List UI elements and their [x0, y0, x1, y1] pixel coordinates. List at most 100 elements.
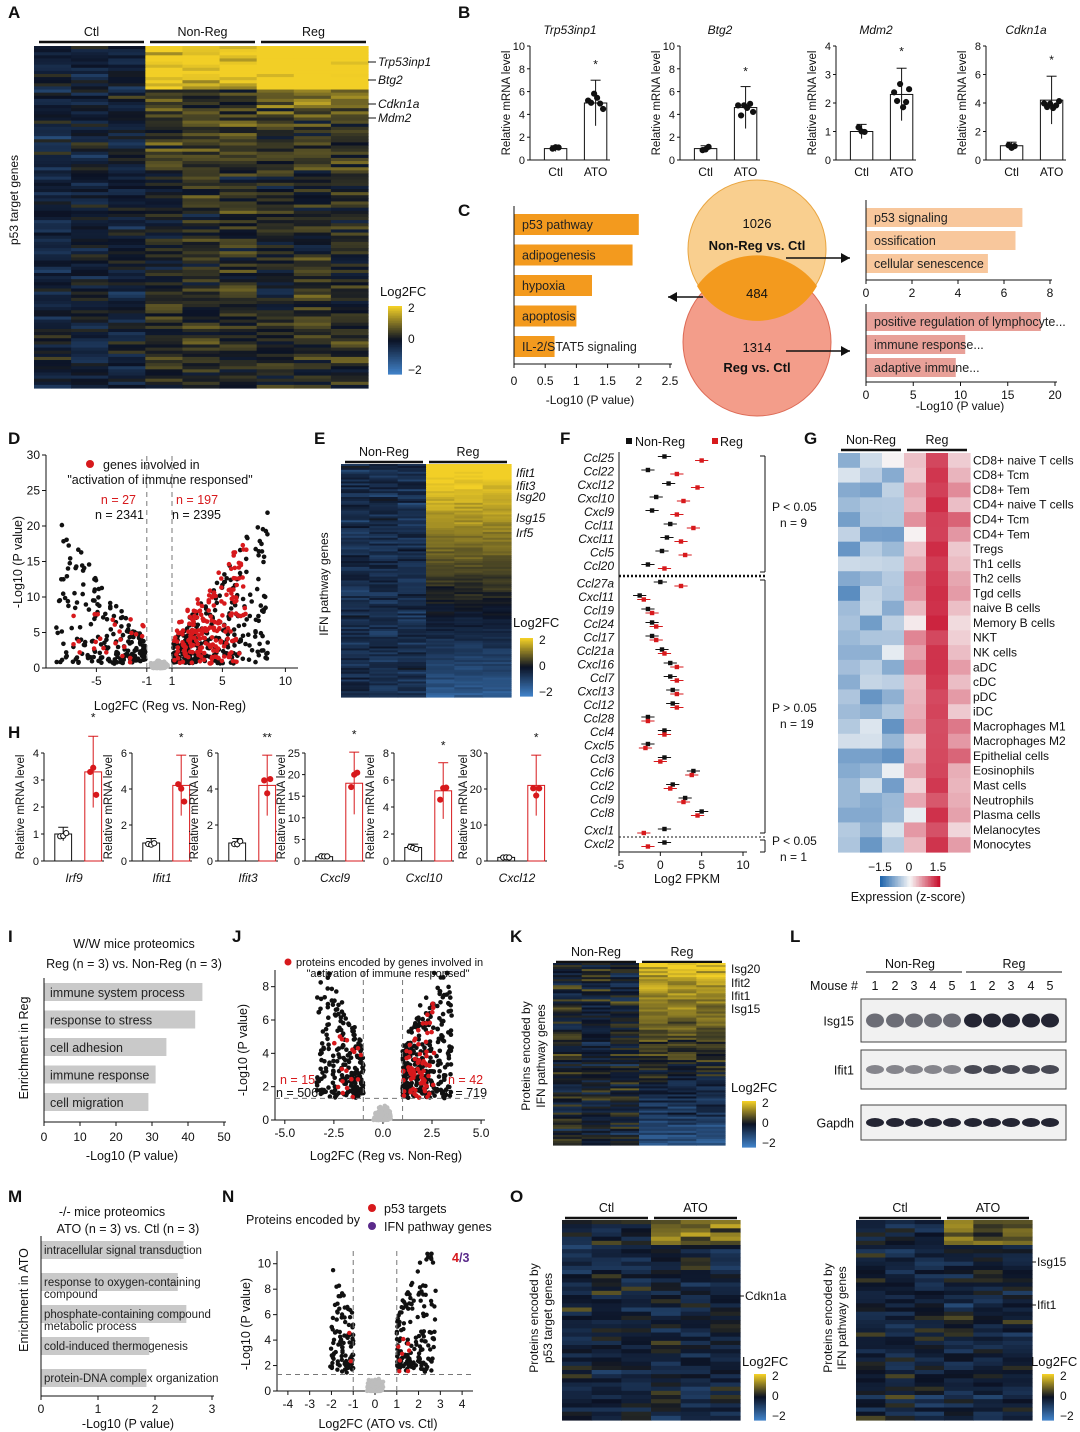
h-row-label: Th1 cells: [973, 557, 1021, 571]
heatmap-cell: [219, 189, 258, 193]
heatmap-cell: [838, 541, 861, 558]
panel-letter-c: C: [458, 201, 470, 220]
heatmap-cell: [369, 634, 399, 638]
f-reg-point: [649, 610, 655, 616]
heatmap-cell: [330, 319, 369, 324]
d-point: [180, 632, 185, 637]
d-point: [171, 638, 177, 643]
g-1-point: [151, 840, 158, 847]
heatmap-cell: [482, 487, 512, 490]
heatmap-cell: [293, 220, 332, 224]
heatmap-cell: [397, 609, 427, 613]
heatmap-cell: [482, 619, 512, 622]
heatmap-cell: [482, 481, 512, 485]
heatmap-cell: [482, 539, 512, 543]
j-point: [371, 1117, 376, 1123]
heatmap-cell: [397, 493, 427, 496]
heatmap-cell: [426, 629, 455, 632]
d-point: [211, 603, 217, 608]
h-row-label: Tregs: [973, 542, 1003, 556]
d-point: [228, 629, 233, 634]
j-point: [339, 1009, 345, 1014]
heatmap-cell: [426, 467, 455, 471]
heatmap-cell: [293, 64, 332, 69]
heatmap-cell: [34, 117, 72, 122]
heatmap-cell: [71, 266, 109, 271]
heatmap-cell: [369, 530, 399, 533]
heatmap-cell: [369, 570, 399, 574]
heatmap-cell: [71, 238, 109, 243]
heatmap-cell: [426, 572, 455, 576]
heatmap-cell: [256, 229, 295, 234]
heatmap-cell: [34, 310, 72, 314]
heatmap-cell: [34, 375, 72, 380]
g-2-point: [267, 775, 274, 783]
heatmap-cell: [341, 576, 370, 580]
heatmap-cell: [182, 173, 221, 178]
heatmap-cell: [330, 157, 369, 162]
heatmap-cell: [256, 145, 295, 150]
heatmap-cell: [369, 471, 399, 475]
heatmap-cell: [397, 594, 427, 597]
heatmap-cell: [341, 506, 370, 510]
heatmap-cell: [256, 307, 295, 311]
heatmap-cell: [369, 522, 399, 525]
heatmap-cell: [182, 213, 221, 218]
j-point: [448, 1008, 454, 1014]
heatmap-cell: [341, 464, 370, 467]
heatmap-cell: [145, 192, 184, 196]
g-4-point: [443, 784, 450, 791]
heatmap-cell: [330, 353, 369, 358]
b-2-ytick-label: 0: [825, 155, 831, 167]
heatmap-cell: [34, 276, 72, 280]
heatmap-cell: [256, 129, 295, 134]
heatmap-cell: [948, 778, 971, 794]
heatmap-cell: [293, 164, 332, 168]
heatmap-cell: [182, 384, 221, 389]
heatmap-cell: [482, 590, 512, 593]
heatmap-cell: [145, 185, 184, 190]
heatmap-cell: [256, 248, 295, 252]
heatmap-cell: [145, 111, 184, 115]
heatmap-cell: [369, 627, 399, 630]
f-gene-label: Cxcl2: [584, 837, 614, 851]
heatmap-cell: [369, 691, 399, 694]
heatmap-cell: [369, 658, 399, 661]
heatmap-cell: [482, 601, 512, 605]
heatmap-cell: [108, 157, 146, 162]
heatmap-cell: [330, 294, 369, 299]
heatmap-cell: [397, 516, 427, 519]
heatmap-cell: [948, 704, 971, 720]
heatmap-cell: [219, 304, 258, 308]
f-nonreg-point: [666, 481, 671, 486]
heatmap-cell: [330, 297, 369, 302]
heatmap-cell: [369, 588, 399, 591]
heatmap-cell: [330, 192, 369, 196]
c-bottom-right-xtick-label: 0: [863, 388, 870, 402]
heatmap-cell: [397, 638, 427, 642]
heatmap-cell: [882, 600, 905, 617]
heatmap-cell: [341, 539, 370, 543]
heatmap-cell: [426, 691, 455, 694]
heatmap-cell: [426, 578, 455, 582]
heatmap-cell: [482, 629, 512, 632]
heatmap-cell: [145, 217, 184, 221]
j-point: [430, 1001, 436, 1006]
heatmap-cell: [219, 207, 258, 212]
heatmap-cell: [34, 307, 72, 311]
h-scale-step: [893, 876, 896, 887]
d-point: [85, 655, 91, 661]
d-point: [220, 613, 225, 618]
g-0-sig: *: [91, 710, 96, 724]
h-scale-step: [902, 876, 905, 887]
heatmap-cell: [34, 86, 72, 91]
heatmap-cell: [454, 609, 484, 613]
h-scale-step: [895, 876, 897, 887]
j-point: [438, 1087, 444, 1093]
h-scale-step: [934, 876, 936, 887]
d-point: [59, 577, 64, 582]
heatmap-cell: [34, 201, 72, 206]
heatmap-cell: [454, 638, 484, 642]
